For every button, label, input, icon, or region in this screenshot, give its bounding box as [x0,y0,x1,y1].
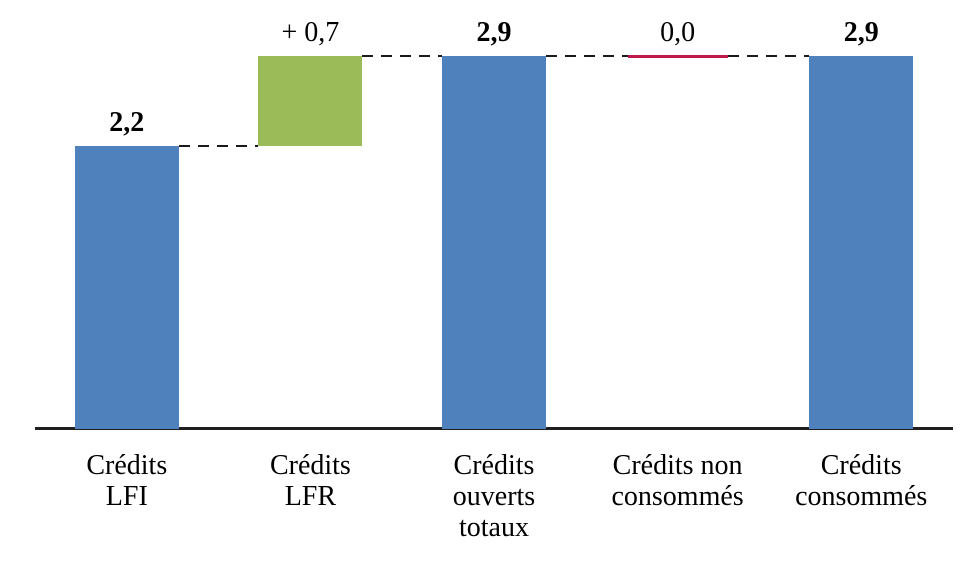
value-label-credits-consommes: 2,9 [843,17,879,49]
category-label-credits-lfi: Crédits LFI [86,450,168,512]
value-label-credits-non-consommes: 0,0 [660,17,696,49]
bar-credits-lfi [74,146,179,429]
dashed-connector-3 [727,55,810,58]
category-label-credits-ouverts-totaux: Crédits ouverts totaux [452,450,536,543]
zero-bar-credits-non-consommes [627,54,728,58]
bar-credits-lfr [258,56,363,147]
value-label-credits-lfi: 2,2 [109,107,145,139]
dashed-connector-1 [362,55,442,58]
dashed-connector-2 [546,55,628,58]
category-label-credits-non-consommes: Crédits non consommés [611,450,744,512]
bar-credits-ouverts-totaux [442,56,546,429]
bar-credits-consommes [809,56,914,429]
value-label-credits-ouverts-totaux: 2,9 [476,17,512,49]
category-label-credits-lfr: Crédits LFR [269,450,351,512]
value-label-credits-lfr: + 0,7 [281,17,340,49]
category-label-credits-consommes: Crédits consommés [795,450,928,512]
dashed-connector-0 [178,145,259,148]
